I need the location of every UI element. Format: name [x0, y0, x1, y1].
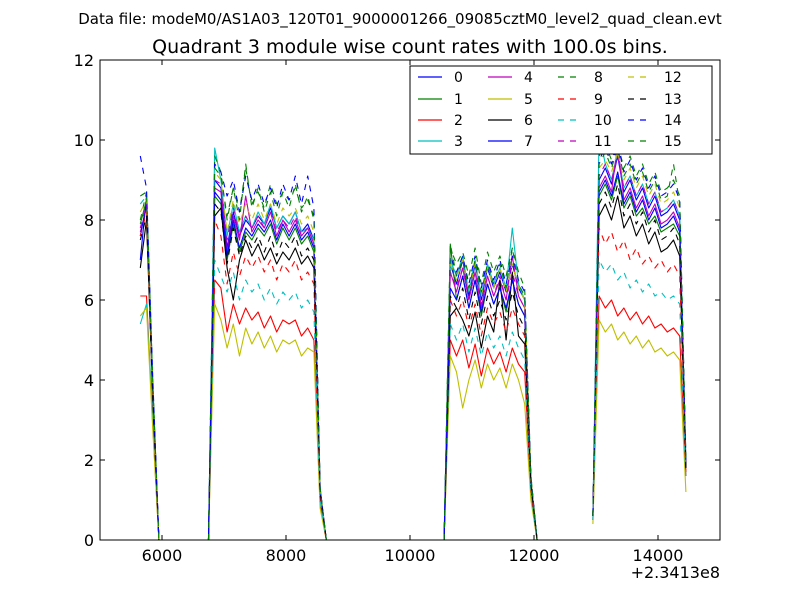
series-line-2: [140, 279, 687, 541]
y-tick-label: 2: [84, 451, 94, 470]
series-line-12: [139, 151, 687, 541]
legend-label-5: 5: [524, 92, 533, 108]
legend-label-1: 1: [454, 92, 463, 108]
y-tick-label: 8: [84, 211, 94, 230]
legend-label-8: 8: [594, 70, 603, 86]
legend-label-2: 2: [454, 113, 463, 129]
x-tick-label: 14000: [633, 546, 684, 565]
legend-label-6: 6: [524, 113, 533, 129]
legend-label-7: 7: [524, 134, 533, 150]
series-line-11: [139, 155, 687, 541]
y-tick-label: 0: [84, 531, 94, 550]
series-line-13: [139, 183, 687, 541]
y-tick-label: 12: [74, 51, 94, 70]
series-line-7: [139, 171, 687, 541]
figure-suptitle: Data file: modeM0/AS1A03_120T01_90000012…: [78, 10, 722, 29]
x-offset-label: +2.3413e8: [631, 563, 720, 582]
chart-title: Quadrant 3 module wise count rates with …: [152, 36, 668, 58]
y-tick-label: 4: [84, 371, 94, 390]
x-tick-label: 12000: [509, 546, 560, 565]
legend-label-14: 14: [664, 113, 682, 129]
legend-label-13: 13: [664, 92, 682, 108]
x-tick-label: 10000: [385, 546, 436, 565]
legend-label-3: 3: [454, 134, 463, 150]
series-line-14: [139, 143, 687, 541]
x-tick-label: 6000: [142, 546, 183, 565]
legend-label-9: 9: [594, 92, 603, 108]
legend-frame: [409, 65, 713, 155]
x-tick-label: 8000: [266, 546, 307, 565]
series-lines: [139, 131, 687, 541]
legend-label-12: 12: [664, 70, 682, 86]
series-line-10: [139, 195, 687, 541]
series-line-4: [139, 143, 687, 541]
y-tick-label: 10: [74, 131, 94, 150]
series-line-9: [139, 211, 687, 541]
series-line-5: [139, 303, 687, 541]
legend-label-0: 0: [454, 70, 463, 86]
series-line-15: [140, 147, 687, 541]
y-tick-label: 6: [84, 291, 94, 310]
legend-label-15: 15: [664, 134, 682, 150]
legend-label-11: 11: [594, 134, 612, 150]
legend-label-4: 4: [524, 70, 533, 86]
series-line-1: [139, 175, 687, 541]
legend-label-10: 10: [594, 113, 612, 129]
